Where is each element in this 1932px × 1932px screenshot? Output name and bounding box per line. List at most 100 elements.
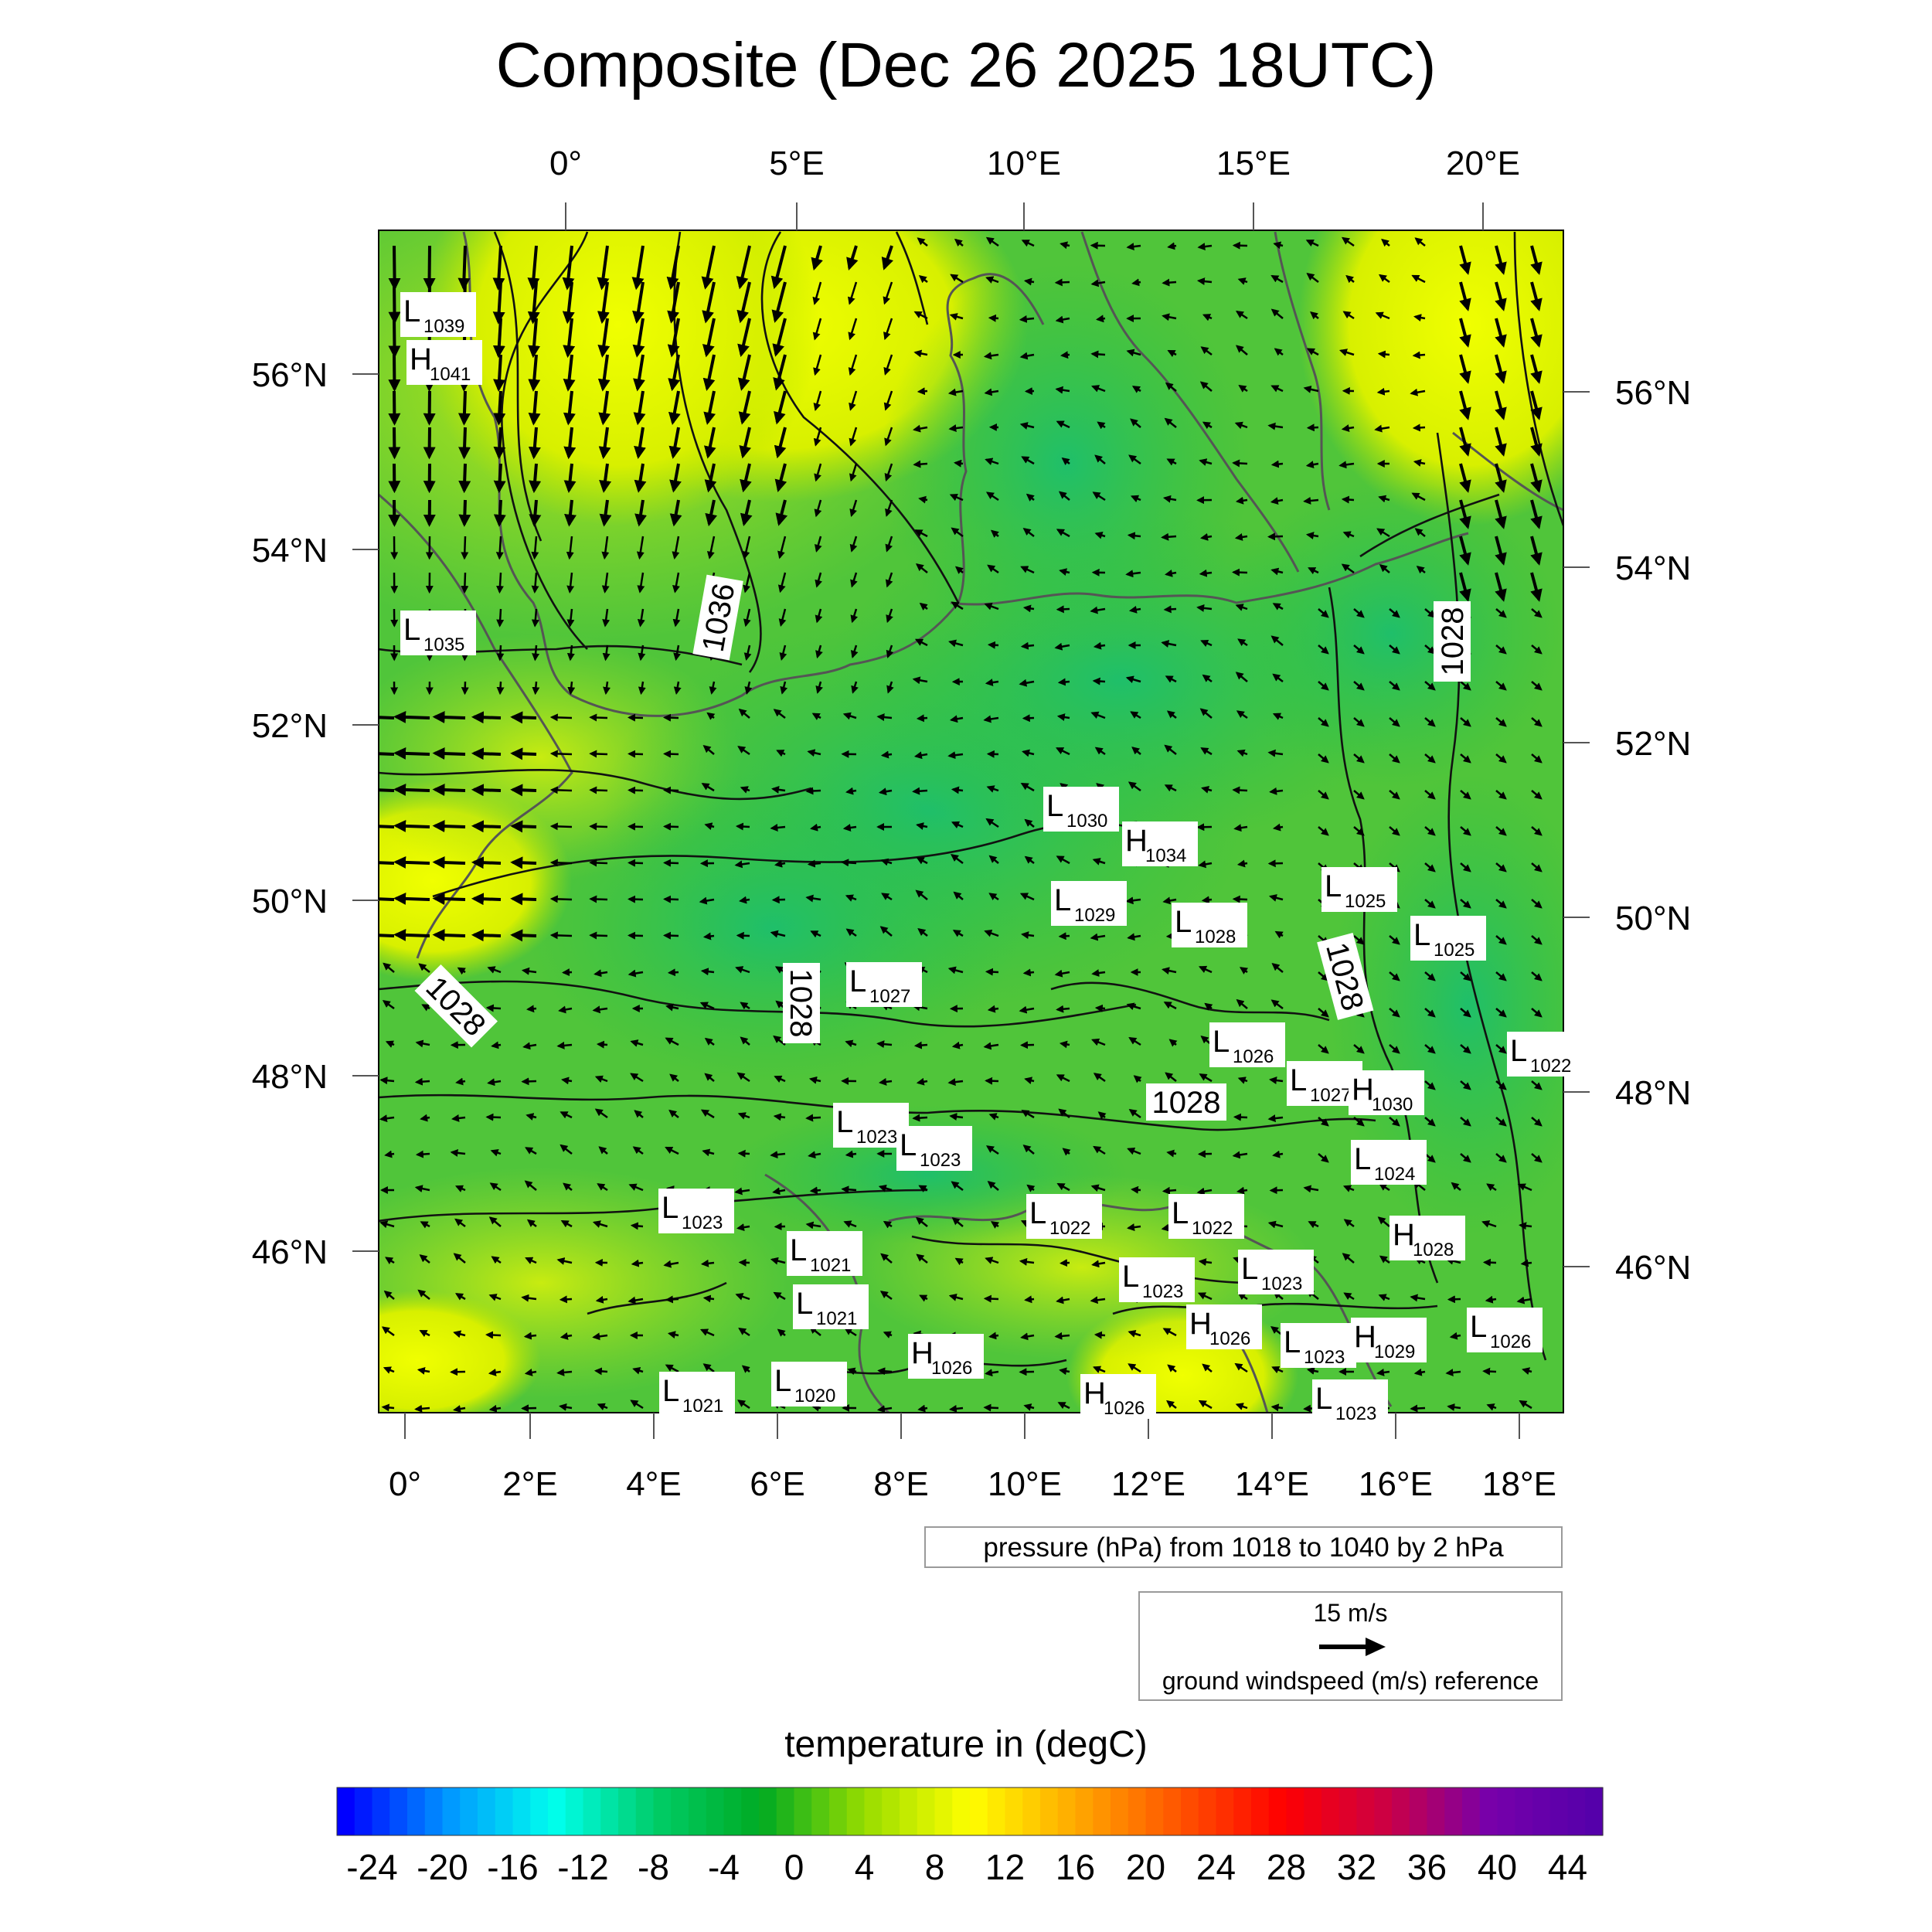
pressure-center-value: 1023 (1304, 1347, 1345, 1368)
wind-arrow (1495, 390, 1507, 420)
wind-arrow (563, 354, 576, 392)
wind-arrow (549, 895, 573, 903)
pressure-legend: pressure (hPa) from 1018 to 1040 by 2 hP… (924, 1526, 1563, 1568)
wind-arrow (1235, 672, 1248, 682)
wind-arrow (1127, 1223, 1141, 1232)
pressure-center-type: L (1284, 1325, 1301, 1359)
wind-arrow (985, 818, 999, 828)
wind-arrow (1019, 422, 1035, 430)
wind-arrow (414, 1077, 430, 1086)
wind-arrow (631, 1259, 644, 1267)
wind-arrow (1019, 1005, 1035, 1014)
wind-arrow (808, 1076, 821, 1084)
wind-arrow (417, 1366, 430, 1375)
wind-arrow (1202, 421, 1213, 430)
wind-arrow (1127, 532, 1141, 540)
wind-arrow (1054, 278, 1070, 287)
wind-arrow (1131, 1185, 1141, 1194)
wind-arrow (773, 354, 787, 391)
wind-arrow (1389, 753, 1400, 764)
pressure-center-value: 1028 (1413, 1240, 1454, 1260)
wind-arrow (948, 639, 964, 648)
wind-arrow (880, 750, 893, 759)
colorbar-segment (1532, 1787, 1551, 1835)
colorbar-tick-label: 24 (1196, 1847, 1236, 1887)
wind-arrow (1459, 572, 1471, 602)
colorbar-tick-label: 32 (1337, 1847, 1376, 1887)
wind-arrow (415, 1150, 430, 1158)
wind-arrow (1162, 896, 1177, 905)
wind-arrow (913, 349, 928, 358)
wind-arrow (843, 1220, 857, 1228)
wind-arrow (381, 1326, 395, 1337)
wind-reference-caption: ground windspeed (m/s) reference (1162, 1667, 1539, 1695)
wind-arrow (1270, 567, 1284, 576)
wind-arrow (529, 499, 542, 527)
wind-arrow (528, 427, 541, 460)
wind-arrow (984, 602, 999, 611)
pressure-center-value: 1025 (1345, 891, 1386, 912)
wind-arrow (663, 859, 679, 867)
wind-arrow (1318, 608, 1329, 618)
wind-arrow (737, 1400, 750, 1410)
wind-arrow (1232, 1151, 1248, 1159)
wind-arrow (493, 427, 506, 460)
wind-arrow (1341, 495, 1355, 504)
bottom-lon-label: 10°E (988, 1465, 1062, 1503)
wind-arrow (379, 1220, 395, 1229)
wind-arrow (563, 318, 576, 359)
wind-arrow (983, 715, 999, 723)
wind-arrow (702, 1294, 715, 1303)
wind-arrow (740, 1002, 750, 1010)
wind-arrow (1020, 641, 1035, 650)
wind-arrow (1204, 1002, 1213, 1011)
wind-arrow (388, 318, 401, 359)
wind-arrow (663, 822, 679, 831)
left-lat-label: 56°N (252, 356, 328, 394)
wind-arrow (418, 963, 430, 973)
colorbar-segment (882, 1787, 900, 1835)
colorbar-segment (1111, 1787, 1129, 1835)
wind-arrow (419, 1329, 430, 1338)
wind-arrow (1531, 790, 1543, 800)
wind-arrow (1531, 717, 1543, 727)
wind-arrow (1495, 826, 1507, 836)
left-lat-label: 54°N (252, 532, 328, 570)
wind-arrow (1090, 711, 1106, 719)
wind-arrow (1485, 1295, 1497, 1304)
wind-arrow (1495, 608, 1507, 618)
wind-arrow (1022, 968, 1035, 977)
pressure-center-type: L (849, 964, 866, 998)
colorbar-segment (1567, 1787, 1586, 1835)
pressure-center-label: L 1035 (400, 611, 476, 655)
wind-arrow (850, 572, 858, 588)
wind-arrow (805, 894, 821, 903)
wind-arrow (948, 424, 964, 433)
wind-arrow (1318, 717, 1329, 727)
wind-arrow (1056, 855, 1070, 865)
wind-arrow (774, 463, 787, 492)
wind-arrow (1495, 245, 1507, 275)
wind-arrow (1495, 717, 1507, 727)
wind-arrow (1200, 346, 1213, 356)
wind-arrow (1128, 454, 1141, 465)
wind-arrow (1200, 747, 1213, 756)
wind-arrow (492, 245, 505, 291)
wind-arrow (1460, 1153, 1471, 1163)
wind-arrow (558, 1005, 573, 1014)
wind-arrow (598, 427, 611, 460)
wind-arrow (774, 1075, 786, 1083)
colorbar-segment (495, 1787, 514, 1835)
wind-arrow (1272, 1150, 1284, 1158)
colorbar-tick-label: 0 (784, 1847, 804, 1887)
wind-arrow (1389, 935, 1400, 945)
colorbar-segment (442, 1787, 461, 1835)
wind-arrow (1530, 245, 1543, 275)
wind-arrow (457, 390, 471, 426)
wind-arrow (1424, 717, 1436, 727)
wind-arrow (1341, 236, 1355, 247)
wind-arrow (1531, 899, 1543, 909)
wind-arrow (1416, 566, 1426, 574)
bottom-longitude-labels: 0° 2°E 4°E 6°E 8°E 10°E 12°E 14°E 16°E 1… (389, 1465, 1556, 1503)
wind-arrow (1460, 1117, 1471, 1127)
